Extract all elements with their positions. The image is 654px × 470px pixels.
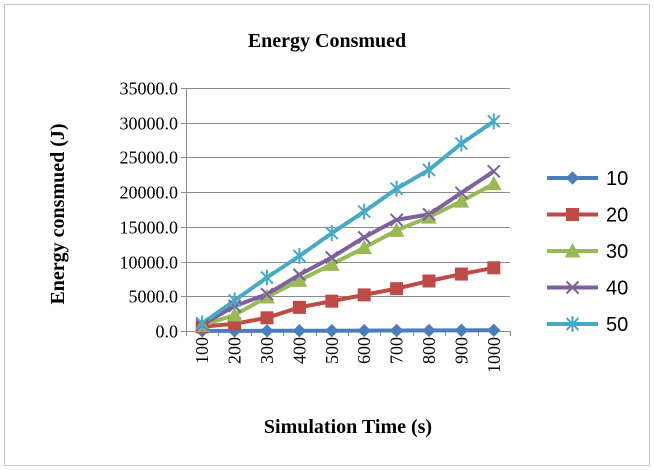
legend-marker [565,316,580,332]
data-point-40-700 [389,213,404,227]
data-point-50-100 [195,315,209,332]
series-line-20 [202,265,495,329]
series-markers [194,113,502,338]
legend-marker [565,280,580,295]
data-point-10-500 [325,323,339,338]
data-point-20-800 [422,274,436,288]
data-point-50-300 [260,269,274,286]
x-tick-label: 600 [354,337,374,364]
data-point-40-900 [454,186,469,200]
y-tick-label: 15000.0 [120,218,179,238]
data-point-30-600 [356,239,373,255]
data-point-50-600 [357,203,371,220]
series-line-30 [201,182,495,328]
data-point-30-400 [291,272,308,287]
x-tick-label: 300 [257,337,277,364]
y-tick-label: 0.0 [156,322,179,342]
legend-label: 30 [606,241,628,263]
legend-item-40: 40 [547,278,628,300]
data-point-40-300 [260,287,274,301]
y-tick-label: 10000.0 [120,253,179,273]
data-point-10-400 [292,324,307,338]
series-line-50 [201,119,495,326]
legend-label: 50 [606,314,628,336]
x-tick-label: 500 [322,337,342,364]
data-point-10-700 [389,323,404,338]
data-point-20-500 [325,294,339,308]
legend-item-30: 30 [547,241,628,263]
legend-item-50: 50 [547,314,628,336]
data-point-20-400 [292,300,306,314]
data-point-20-900 [454,267,468,281]
y-tick-label: 5000.0 [129,287,179,307]
legend-label: 20 [606,205,628,227]
legend-marker [564,242,581,258]
series-markers-40 [195,164,501,332]
data-point-30-1000 [485,175,502,191]
data-point-40-400 [292,268,307,282]
data-point-50-400 [292,248,307,265]
x-tick-label: 800 [419,337,439,364]
series-line-40 [201,169,495,327]
x-tick-label: 700 [387,337,407,364]
legend-item-20: 20 [547,205,628,227]
y-tick-label: 30000.0 [120,114,179,134]
legend-marker [565,171,580,185]
data-point-10-600 [357,323,371,338]
data-point-50-1000 [487,113,501,130]
y-tick-label: 25000.0 [120,148,179,168]
data-point-30-900 [453,193,470,208]
data-point-50-200 [227,292,242,309]
legend-item-10: 10 [547,168,628,190]
data-point-50-500 [325,225,339,242]
data-point-40-1000 [487,164,501,179]
y-tick-label: 35000.0 [120,79,179,99]
x-tick-label: 200 [225,337,245,364]
data-point-50-800 [422,161,436,178]
legend: 10 20 30 40 50 [547,168,628,336]
data-point-20-300 [260,311,274,325]
data-point-50-700 [389,180,404,197]
data-point-10-800 [422,323,436,338]
legend-label: 10 [606,168,628,190]
data-point-30-700 [388,222,405,237]
series-line-10 [202,328,494,333]
data-point-10-900 [454,323,469,338]
y-tick-label: 20000.0 [120,183,179,203]
data-point-40-800 [422,207,436,222]
data-point-20-1000 [487,261,501,275]
data-point-50-900 [454,135,469,152]
x-tick-label: 100 [192,337,212,364]
data-point-30-500 [323,256,340,271]
x-tick-label: 900 [451,337,471,364]
data-point-10-300 [260,324,274,338]
series-lines [201,119,495,333]
legend-marker [566,208,579,221]
data-point-40-500 [325,250,339,265]
chart-title: Energy Consmued [248,30,406,52]
data-point-40-600 [357,230,371,244]
x-tick-label: 1000 [484,337,504,373]
legend-label: 40 [606,278,628,300]
data-point-20-700 [390,282,404,296]
x-tick-label: 400 [289,337,309,364]
data-point-10-1000 [487,323,501,338]
y-axis-title: Energy consmued (J) [47,123,69,304]
series-markers-50 [195,113,501,332]
series-markers-30 [194,175,502,332]
x-axis-title: Simulation Time (s) [264,416,432,438]
data-point-20-600 [357,288,371,302]
axes: 0.0 5000.0 10000.0 15000.0 20000.0 25000.0 300… [120,79,511,373]
data-point-30-200 [226,306,243,322]
